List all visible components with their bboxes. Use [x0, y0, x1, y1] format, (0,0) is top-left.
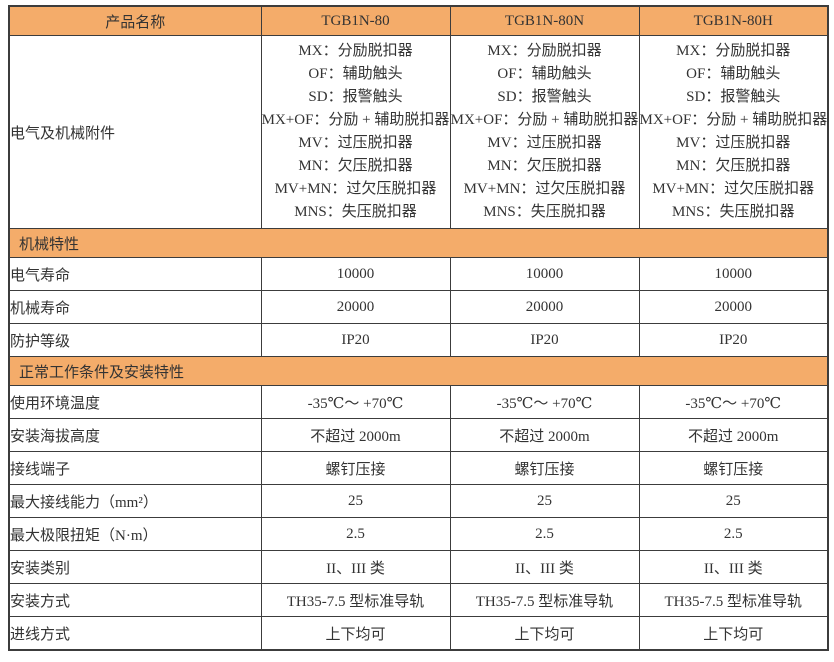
accessory-item: MN：欠压脱扣器: [676, 158, 791, 174]
accessories-row-label: 电气及机械附件: [8, 35, 262, 229]
row-value: 2.5: [638, 517, 829, 551]
row-value: 不超过 2000m: [449, 418, 640, 452]
row-value: 螺钉压接: [449, 451, 640, 485]
header-product-name-label: 产品名称: [8, 5, 262, 36]
row-value: -35℃～ +70℃: [638, 385, 829, 419]
row-label: 进线方式: [8, 616, 262, 651]
accessories-list-col2: MX：分励脱扣器 OF：辅助触头 SD：报警触头 MX+OF：分励 + 辅助脱扣…: [449, 35, 640, 229]
table-row: 安装类别 II、III 类 II、III 类 II、III 类: [8, 550, 829, 584]
row-value: 不超过 2000m: [260, 418, 451, 452]
accessory-item: OF：辅助触头: [686, 66, 781, 82]
row-value: 螺钉压接: [638, 451, 829, 485]
row-label: 安装方式: [8, 583, 262, 617]
row-value: 10000: [260, 257, 451, 291]
row-label: 使用环境温度: [8, 385, 262, 419]
accessory-item: MN：欠压脱扣器: [487, 158, 602, 174]
accessory-item: MX+OF：分励 + 辅助脱扣器: [261, 112, 450, 128]
table-row: 使用环境温度 -35℃～ +70℃ -35℃～ +70℃ -35℃～ +70℃: [8, 385, 829, 419]
row-value: II、III 类: [638, 550, 829, 584]
product-spec-table: 产品名称 TGB1N-80 TGB1N-80N TGB1N-80H 电气及机械附…: [8, 5, 829, 651]
row-label: 最大极限扭矩（N·m）: [8, 517, 262, 551]
header-col-tgb1n-80n: TGB1N-80N: [449, 5, 640, 36]
row-label: 最大接线能力（mm²）: [8, 484, 262, 518]
table-row: 防护等级 IP20 IP20 IP20: [8, 323, 829, 357]
row-value: IP20: [260, 323, 451, 357]
row-value: -35℃～ +70℃: [449, 385, 640, 419]
accessory-item: MNS：失压脱扣器: [483, 204, 606, 220]
row-value: 螺钉压接: [260, 451, 451, 485]
header-col-tgb1n-80: TGB1N-80: [260, 5, 451, 36]
row-value: 25: [449, 484, 640, 518]
table-row: 机械寿命 20000 20000 20000: [8, 290, 829, 324]
accessory-item: MV：过压脱扣器: [676, 135, 791, 151]
accessory-item: MV：过压脱扣器: [298, 135, 413, 151]
accessories-row: 电气及机械附件 MX：分励脱扣器 OF：辅助触头 SD：报警触头 MX+OF：分…: [8, 35, 829, 229]
table-row: 安装海拔高度 不超过 2000m 不超过 2000m 不超过 2000m: [8, 418, 829, 452]
table-row: 接线端子 螺钉压接 螺钉压接 螺钉压接: [8, 451, 829, 485]
row-value: II、III 类: [260, 550, 451, 584]
row-value: TH35-7.5 型标准导轨: [638, 583, 829, 617]
row-label: 安装海拔高度: [8, 418, 262, 452]
section-title: 机械特性: [8, 228, 829, 258]
row-label: 机械寿命: [8, 290, 262, 324]
table-row: 最大极限扭矩（N·m） 2.5 2.5 2.5: [8, 517, 829, 551]
accessory-item: MV+MN：过欠压脱扣器: [274, 181, 437, 197]
row-value: -35℃～ +70℃: [260, 385, 451, 419]
row-value: 25: [260, 484, 451, 518]
row-value: 2.5: [260, 517, 451, 551]
row-value: 20000: [260, 290, 451, 324]
accessory-item: SD：报警触头: [497, 89, 592, 105]
section-band-mechanical: 机械特性: [8, 228, 829, 258]
row-value: 上下均可: [638, 616, 829, 651]
accessories-list-col3: MX：分励脱扣器 OF：辅助触头 SD：报警触头 MX+OF：分励 + 辅助脱扣…: [638, 35, 829, 229]
row-value: 2.5: [449, 517, 640, 551]
table-row: 进线方式 上下均可 上下均可 上下均可: [8, 616, 829, 651]
row-value: II、III 类: [449, 550, 640, 584]
row-value: 20000: [638, 290, 829, 324]
accessory-item: MV：过压脱扣器: [487, 135, 602, 151]
accessory-item: MX+OF：分励 + 辅助脱扣器: [639, 112, 828, 128]
row-value: IP20: [449, 323, 640, 357]
row-value: 25: [638, 484, 829, 518]
row-value: 不超过 2000m: [638, 418, 829, 452]
row-value: TH35-7.5 型标准导轨: [260, 583, 451, 617]
section-title: 正常工作条件及安装特性: [8, 356, 829, 386]
row-value: TH35-7.5 型标准导轨: [449, 583, 640, 617]
row-value: 上下均可: [260, 616, 451, 651]
accessory-item: MX：分励脱扣器: [676, 43, 791, 59]
row-label: 接线端子: [8, 451, 262, 485]
row-value: 20000: [449, 290, 640, 324]
row-value: 10000: [638, 257, 829, 291]
accessory-item: OF：辅助触头: [308, 66, 403, 82]
accessory-item: MN：欠压脱扣器: [298, 158, 413, 174]
row-value: IP20: [638, 323, 829, 357]
row-label: 安装类别: [8, 550, 262, 584]
accessory-item: MX：分励脱扣器: [298, 43, 413, 59]
accessory-item: MV+MN：过欠压脱扣器: [652, 181, 815, 197]
accessory-item: SD：报警触头: [686, 89, 781, 105]
section-band-conditions: 正常工作条件及安装特性: [8, 356, 829, 386]
row-value: 10000: [449, 257, 640, 291]
accessory-item: MNS：失压脱扣器: [294, 204, 417, 220]
table-row: 安装方式 TH35-7.5 型标准导轨 TH35-7.5 型标准导轨 TH35-…: [8, 583, 829, 617]
accessory-item: MX+OF：分励 + 辅助脱扣器: [450, 112, 639, 128]
accessory-item: MNS：失压脱扣器: [671, 204, 795, 220]
accessories-list-col1: MX：分励脱扣器 OF：辅助触头 SD：报警触头 MX+OF：分励 + 辅助脱扣…: [260, 35, 451, 229]
row-label: 电气寿命: [8, 257, 262, 291]
table-row: 最大接线能力（mm²） 25 25 25: [8, 484, 829, 518]
row-value: 上下均可: [449, 616, 640, 651]
row-label: 防护等级: [8, 323, 262, 357]
accessory-item: SD：报警触头: [308, 89, 403, 105]
accessory-item: OF：辅助触头: [497, 66, 592, 82]
accessory-item: MX：分励脱扣器: [487, 43, 602, 59]
table-header-row: 产品名称 TGB1N-80 TGB1N-80N TGB1N-80H: [8, 5, 829, 36]
accessory-item: MV+MN：过欠压脱扣器: [463, 181, 626, 197]
header-col-tgb1n-80h: TGB1N-80H: [638, 5, 829, 36]
table-row: 电气寿命 10000 10000 10000: [8, 257, 829, 291]
